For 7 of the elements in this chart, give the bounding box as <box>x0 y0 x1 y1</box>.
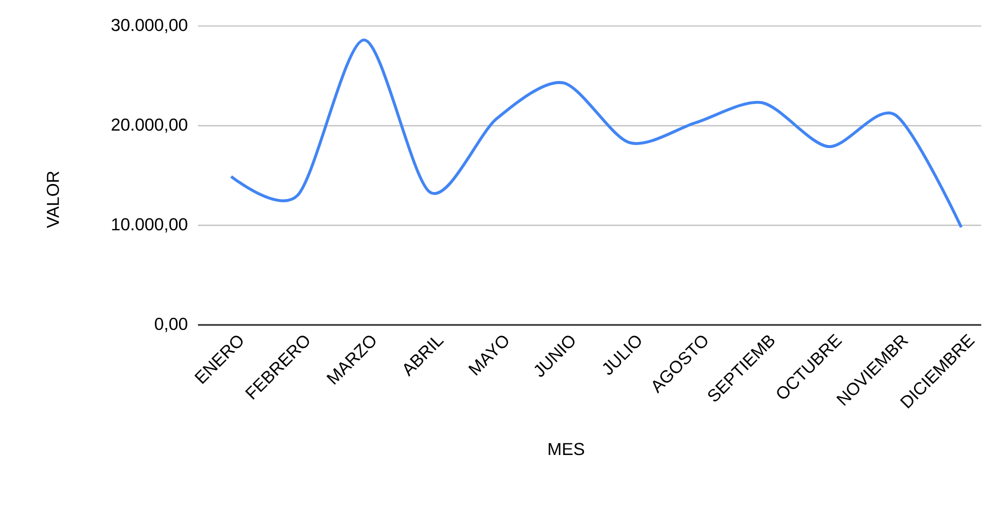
y-tick-label: 0,00 <box>154 318 188 332</box>
line-series <box>230 38 963 229</box>
y-tick-label: 20.000,00 <box>112 118 188 133</box>
y-tick-label: 30.000,00 <box>112 18 188 34</box>
y-tick-label: 10.000,00 <box>112 218 188 232</box>
y-axis-title: VALOR <box>46 171 60 228</box>
x-axis-title: MES <box>548 442 584 456</box>
